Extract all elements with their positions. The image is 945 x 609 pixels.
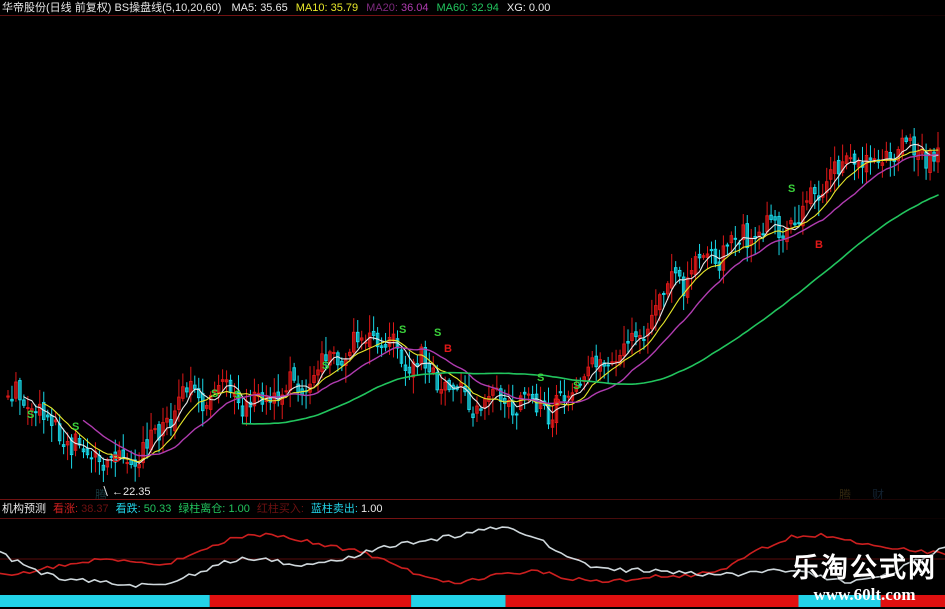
legend-ma20-value: 36.04 — [400, 2, 429, 14]
signal-marker-b-13: B — [815, 239, 823, 251]
legend-ma5[interactable]: MA5: 35.65 — [231, 0, 287, 16]
signal-marker-s-8: S — [573, 380, 580, 392]
header-divider — [0, 15, 945, 16]
signal-marker-s-5: S — [399, 324, 406, 336]
chart-title[interactable]: 华帝股份(日线 前复权) BS操盘线(5,10,20,60) — [2, 2, 222, 14]
oscillator-subchart[interactable] — [0, 519, 945, 609]
oscillator-bar-segment-2 — [411, 595, 506, 607]
legend-ma60[interactable]: MA60: 32.94 — [437, 0, 499, 16]
legend-ma10-label: MA10: — [295, 2, 328, 14]
indicator-panel-legend: 机构预测 看涨: 38.37 看跌: 50.33 绿柱离仓: 1.00 红柱买入… — [0, 500, 945, 518]
indicator-divider-top — [0, 499, 945, 500]
legend-xg-value: 0.00 — [528, 2, 551, 14]
indicator-field-bearish-value: 50.33 — [143, 503, 172, 515]
legend-ma60-label: MA60: — [436, 2, 469, 14]
price-low-annotation: ←22.35 — [112, 486, 151, 498]
legend-ma20[interactable]: MA20: 36.04 — [366, 0, 428, 16]
legend-ma5-value: 35.65 — [260, 2, 288, 14]
oscillator-bar-segment-5 — [880, 595, 945, 607]
indicator-field-green-exit[interactable]: 绿柱离仓: 1.00 — [178, 500, 250, 518]
signal-marker-s-2: S — [211, 388, 218, 400]
indicator-field-green-exit-value: 1.00 — [228, 503, 250, 515]
indicator-field-green-exit-label: 绿柱离仓: — [178, 503, 226, 515]
signal-marker-s-1: S — [72, 421, 79, 433]
legend-ma5-label: MA5: — [231, 2, 258, 14]
legend-ma20-label: MA20: — [366, 2, 398, 14]
indicator-field-bullish-value: 38.37 — [81, 503, 109, 515]
signal-marker-s-6: S — [434, 327, 441, 339]
background-watermark-glyph-1: 腾 — [95, 488, 108, 500]
oscillator-bar-segment-3 — [505, 595, 799, 607]
legend-xg-label: XG: — [506, 2, 526, 14]
signal-marker-b-10: B — [112, 453, 120, 465]
signal-marker-s-7: S — [537, 372, 544, 384]
oscillator-bar-segment-1 — [209, 595, 412, 607]
indicator-field-bearish-label: 看跌: — [115, 503, 141, 515]
indicator-field-blue-sell-value: 1.00 — [361, 503, 383, 515]
indicator-field-bullish[interactable]: 看涨: 38.37 — [53, 500, 109, 518]
signal-marker-s-9: S — [788, 183, 795, 195]
indicator-field-bearish[interactable]: 看跌: 50.33 — [116, 500, 172, 518]
indicator-name[interactable]: 机构预测 — [2, 503, 46, 515]
chart-header-legend: 华帝股份(日线 前复权) BS操盘线(5,10,20,60) MA5: 35.6… — [0, 0, 945, 16]
signal-marker-s-0: S — [27, 409, 34, 421]
background-watermark-glyph-2: 腾 — [839, 488, 852, 500]
legend-ma60-value: 32.94 — [471, 2, 499, 14]
signal-marker-b-11: B — [444, 343, 452, 355]
legend-ma10[interactable]: MA10: 35.79 — [296, 0, 358, 16]
indicator-field-bullish-label: 看涨: — [53, 503, 79, 515]
oscillator-canvas — [0, 526, 945, 607]
indicator-field-red-buy[interactable]: 红柱买入: — [257, 500, 304, 518]
legend-xg[interactable]: XG: 0.00 — [507, 0, 550, 16]
indicator-field-blue-sell-label: 蓝柱卖出: — [310, 503, 358, 515]
oscillator-bar-segment-0 — [0, 595, 210, 607]
legend-ma10-value: 35.79 — [330, 2, 359, 14]
indicator-field-blue-sell[interactable]: 蓝柱卖出: 1.00 — [311, 500, 383, 518]
signal-marker-s-3: S — [234, 389, 241, 401]
indicator-divider-bottom — [0, 518, 945, 519]
indicator-field-red-buy-label: 红柱买入: — [256, 503, 304, 515]
background-watermark-glyph-3: 财 — [872, 488, 885, 500]
signal-marker-b-12: B — [553, 397, 561, 409]
signal-marker-s-4: S — [322, 360, 329, 372]
oscillator-bar-segment-4 — [798, 595, 881, 607]
